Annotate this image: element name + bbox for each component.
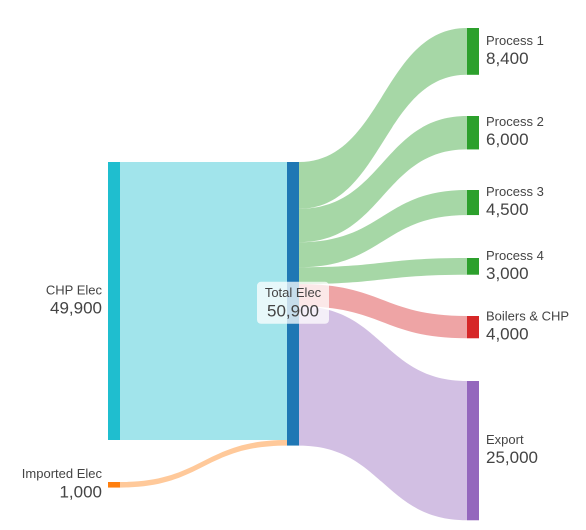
label-background	[257, 281, 329, 324]
links	[120, 28, 467, 521]
node-name: Process 2	[486, 114, 544, 129]
node-value: 3,000	[486, 264, 529, 283]
link	[299, 190, 467, 268]
link	[299, 306, 467, 521]
node	[467, 381, 479, 521]
node	[467, 116, 479, 150]
node-value: 4,500	[486, 200, 529, 219]
node	[467, 316, 479, 339]
link	[120, 440, 287, 488]
node-name: Imported Elec	[22, 466, 103, 481]
node-name: Process 4	[486, 248, 544, 263]
node	[108, 162, 120, 440]
node-name: CHP Elec	[46, 282, 103, 297]
node-value: 50,900	[267, 301, 319, 320]
link	[120, 162, 287, 440]
node-value: 49,900	[50, 298, 102, 317]
node-value: 4,000	[486, 325, 529, 344]
node-value: 1,000	[59, 482, 102, 501]
node-value: 25,000	[486, 448, 538, 467]
node	[467, 258, 479, 275]
node	[467, 190, 479, 216]
node-value: 8,400	[486, 49, 529, 68]
node-name: Process 1	[486, 33, 544, 48]
node	[467, 28, 479, 75]
link	[299, 116, 467, 243]
link	[299, 28, 467, 209]
node	[108, 482, 120, 488]
node-name: Export	[486, 432, 524, 447]
node-name: Total Elec	[265, 285, 322, 300]
link	[299, 284, 467, 339]
node-name: Boilers & CHP	[486, 309, 569, 324]
link	[299, 258, 467, 285]
node-value: 6,000	[486, 130, 529, 149]
node-name: Process 3	[486, 184, 544, 199]
